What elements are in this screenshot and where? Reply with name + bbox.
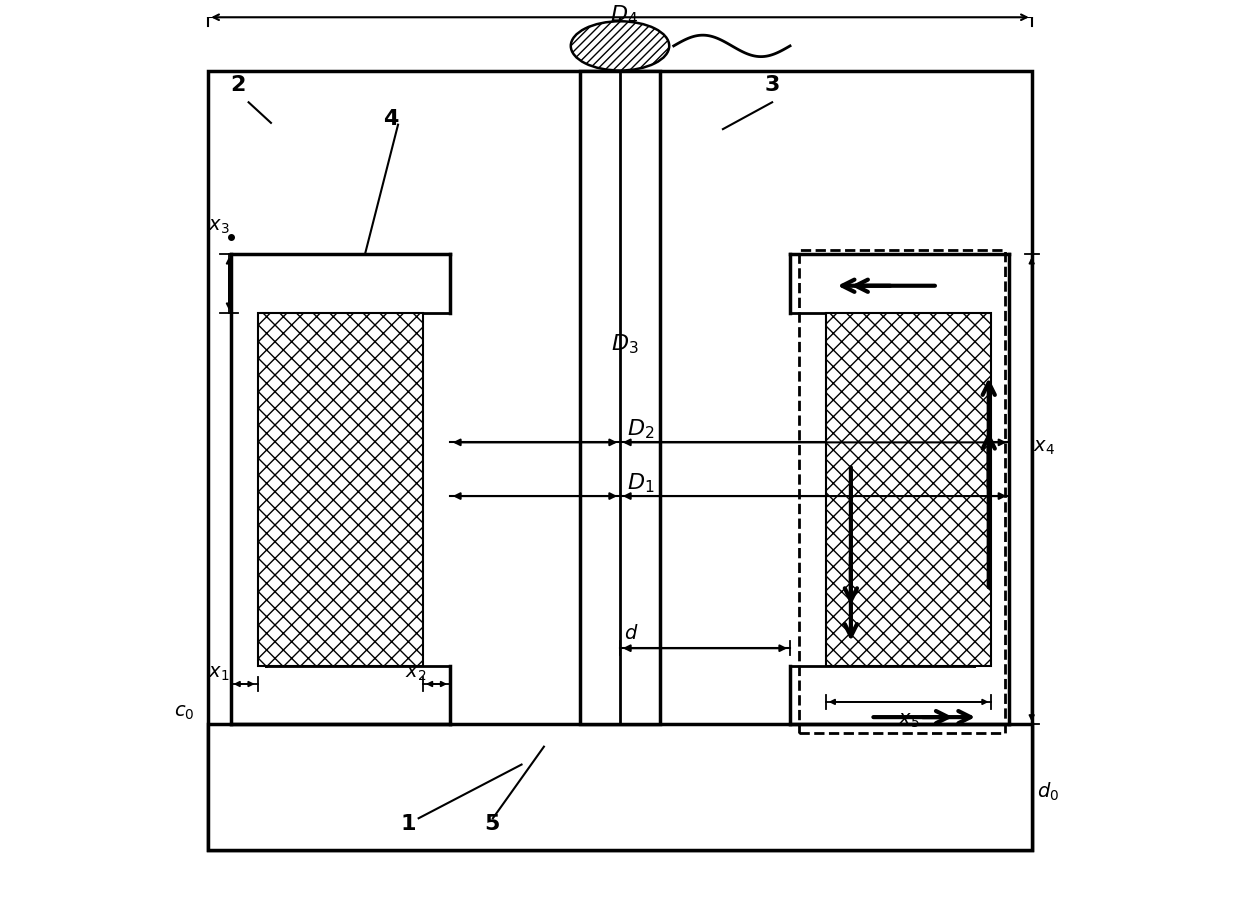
Text: $D_2$: $D_2$ xyxy=(627,417,655,441)
Text: $x_2$: $x_2$ xyxy=(405,664,427,683)
Text: $d$: $d$ xyxy=(625,624,639,643)
Ellipse shape xyxy=(570,21,670,70)
Text: $x_5$: $x_5$ xyxy=(898,711,919,729)
Text: 2: 2 xyxy=(231,75,246,94)
Text: $c_0$: $c_0$ xyxy=(175,705,195,723)
Text: $x_1$: $x_1$ xyxy=(208,664,229,683)
Text: $x_3$: $x_3$ xyxy=(208,217,229,235)
Text: $D_1$: $D_1$ xyxy=(627,471,655,494)
Text: $D_4$: $D_4$ xyxy=(610,4,639,27)
Bar xyxy=(208,725,1032,849)
Text: 1: 1 xyxy=(401,813,417,834)
Text: 5: 5 xyxy=(484,813,500,834)
Bar xyxy=(208,71,1032,849)
Text: 3: 3 xyxy=(765,75,780,94)
Text: $D_3$: $D_3$ xyxy=(610,332,639,356)
Bar xyxy=(258,313,423,666)
Bar xyxy=(826,313,992,666)
Text: 4: 4 xyxy=(383,109,398,129)
Text: $x_4$: $x_4$ xyxy=(1033,438,1055,457)
Bar xyxy=(580,71,660,725)
Text: $d_0$: $d_0$ xyxy=(1037,780,1059,803)
Bar xyxy=(799,250,1004,733)
